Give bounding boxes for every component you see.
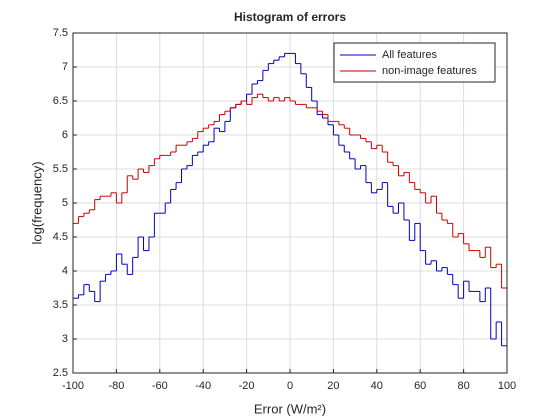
y-axis-label: log(frequency) — [29, 161, 44, 244]
x-tick-label: 0 — [287, 380, 293, 392]
x-tick-label: -20 — [239, 380, 255, 392]
y-tick-label: 6.5 — [53, 95, 68, 107]
legend-box — [333, 42, 496, 83]
y-tick-label: 7.5 — [53, 27, 68, 39]
x-tick-label: -80 — [108, 380, 124, 392]
x-tick-label: 80 — [457, 380, 469, 392]
y-tick-label: 7 — [62, 61, 68, 73]
legend-label: All features — [382, 49, 438, 61]
y-tick-label: 3 — [62, 333, 68, 345]
x-tick-label: 40 — [371, 380, 383, 392]
x-tick-label: 100 — [498, 380, 516, 392]
x-tick-label: -60 — [152, 380, 168, 392]
x-tick-label: 60 — [414, 380, 426, 392]
x-axis-label: Error (W/m²) — [254, 401, 326, 416]
y-tick-label: 6 — [62, 129, 68, 141]
x-tick-label: -40 — [195, 380, 211, 392]
axes-box — [72, 32, 508, 374]
y-tick-label: 3.5 — [53, 299, 68, 311]
y-tick-label: 5.5 — [53, 163, 68, 175]
x-tick-label: 20 — [327, 380, 339, 392]
x-tick-label: -100 — [62, 380, 84, 392]
y-tick-label: 5 — [62, 197, 68, 209]
chart-title: Histogram of errors — [234, 10, 346, 24]
y-tick-label: 4 — [62, 265, 68, 277]
y-tick-label: 2.5 — [53, 367, 68, 379]
legend-label: non-image features — [382, 65, 477, 77]
y-tick-label: 4.5 — [53, 231, 68, 243]
